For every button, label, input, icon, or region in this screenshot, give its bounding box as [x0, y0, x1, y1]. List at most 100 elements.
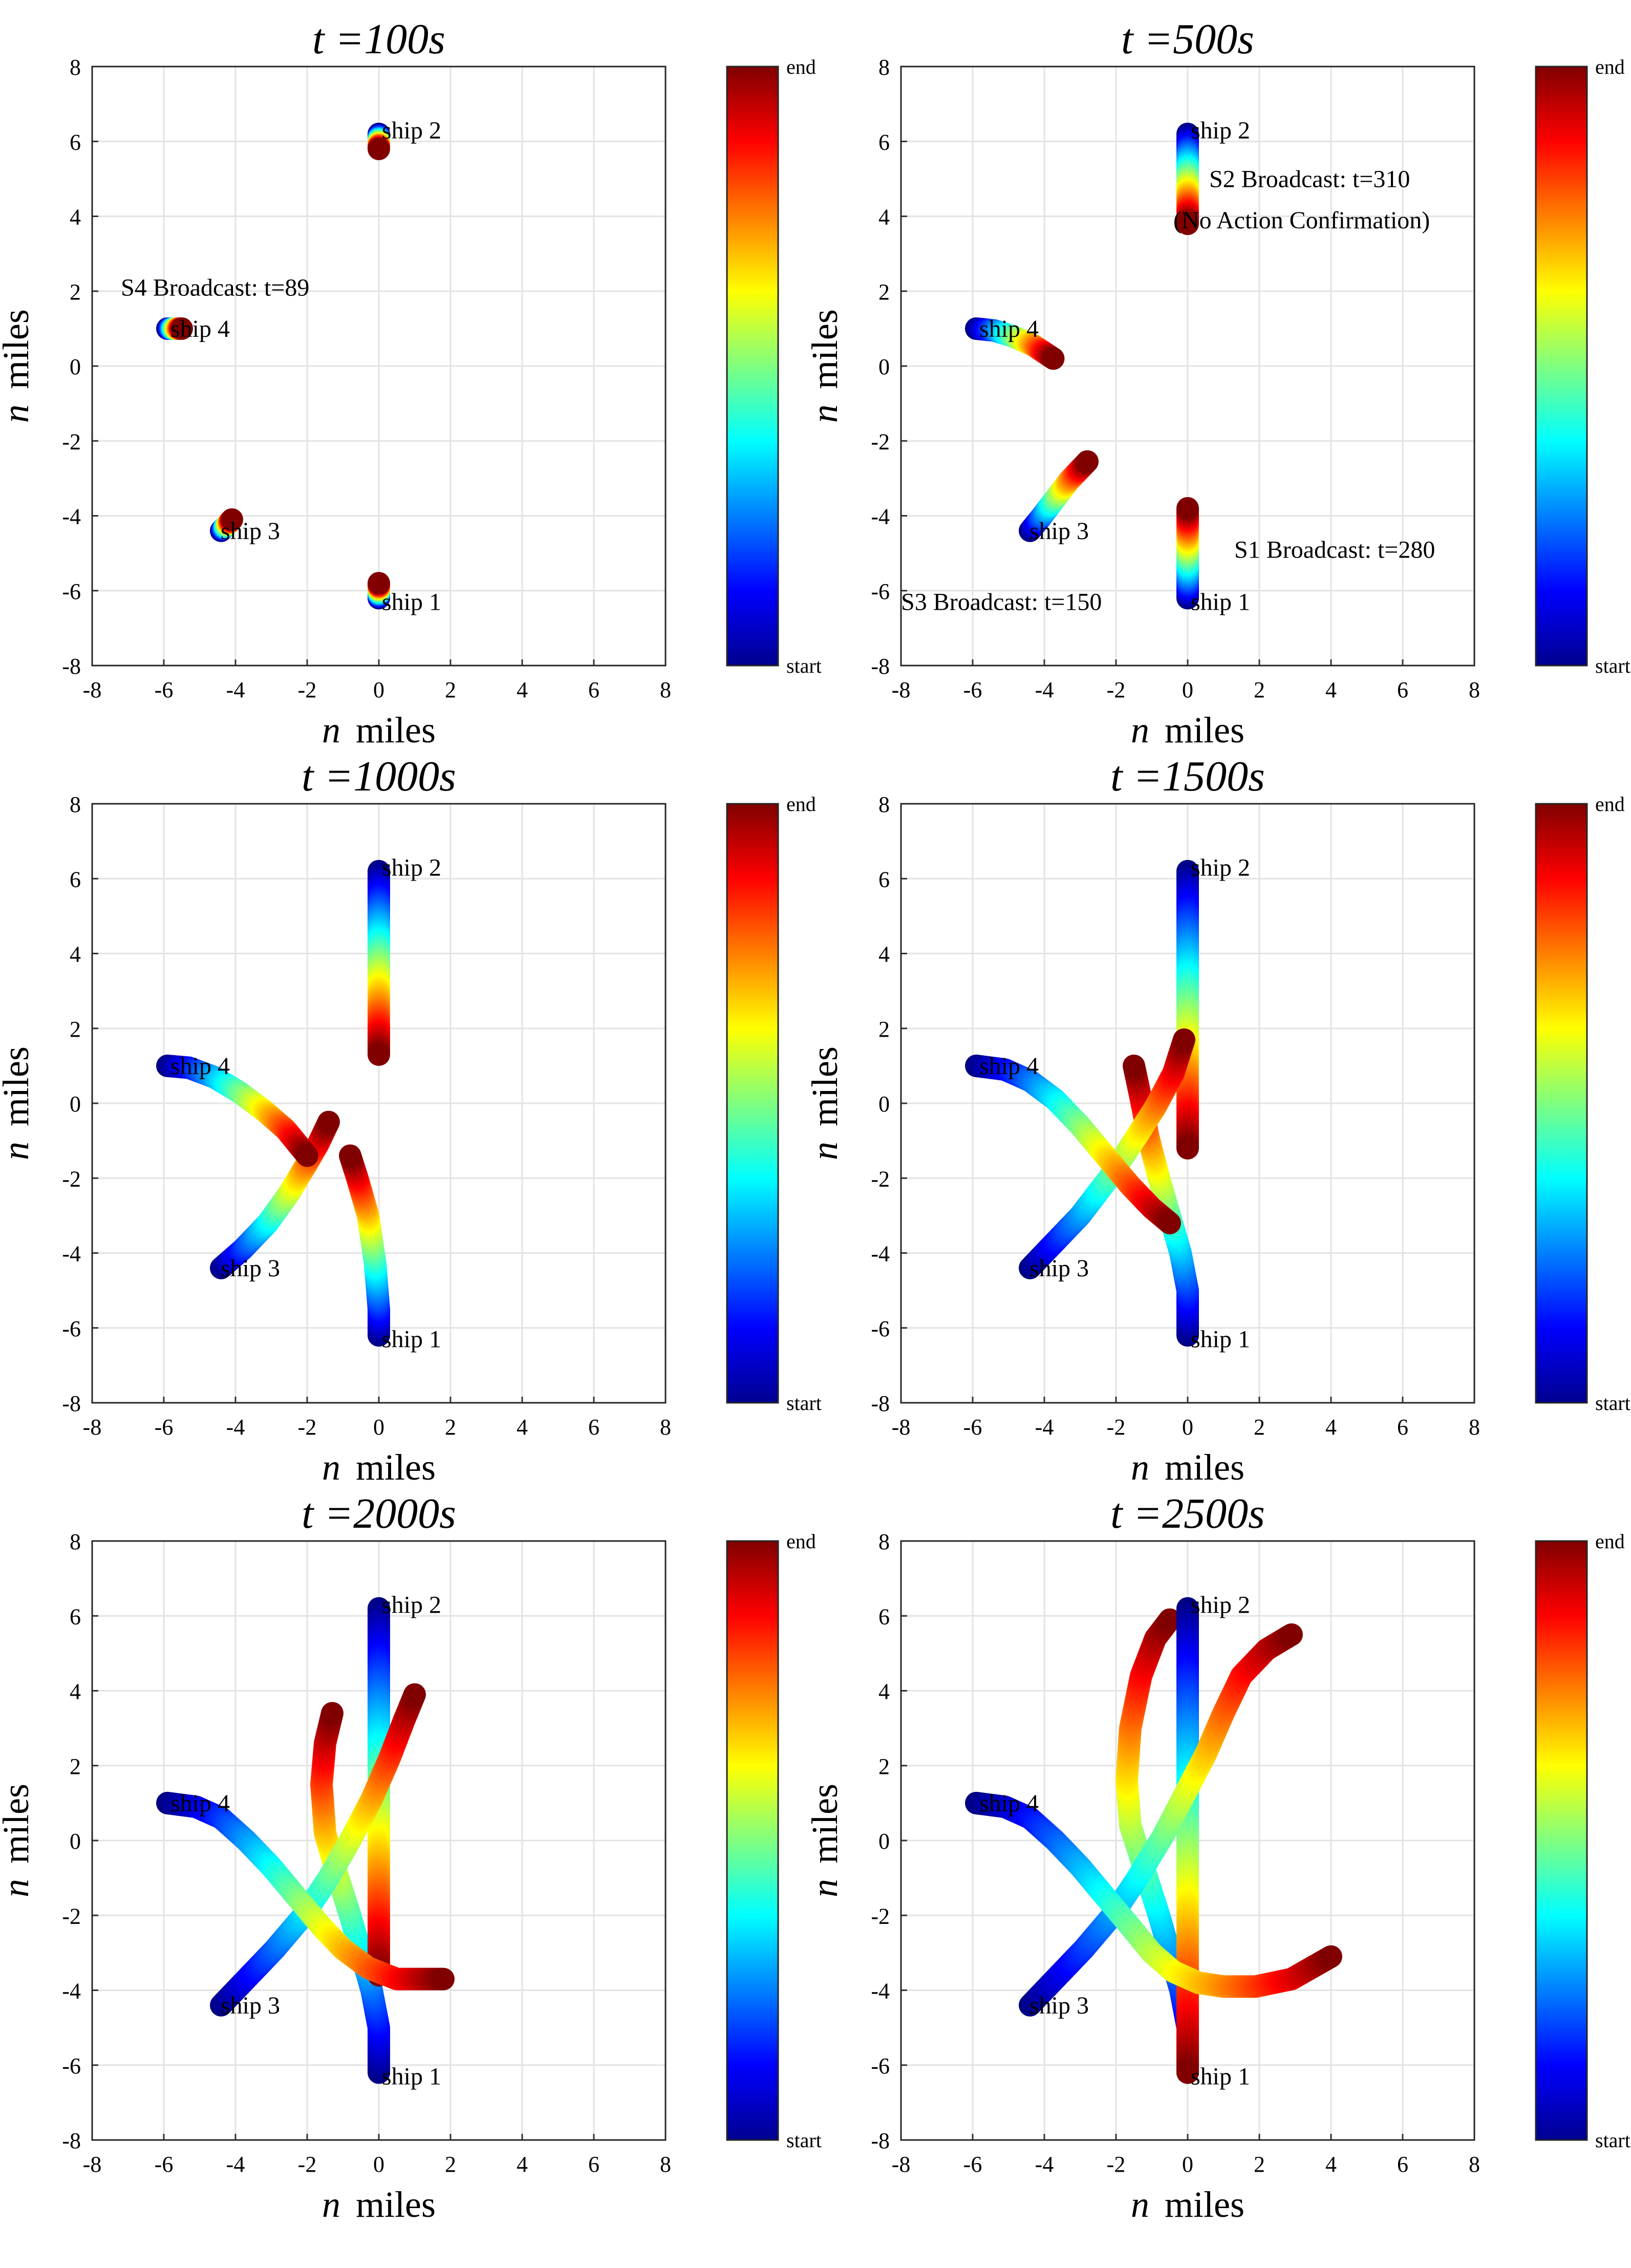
ship-label: ship 3 [1029, 1255, 1089, 1282]
x-tick-label: -4 [226, 677, 245, 702]
axes-frame [91, 66, 667, 667]
ship-label: ship 2 [1191, 854, 1250, 881]
x-tick-label: 0 [1182, 2152, 1193, 2177]
broadcast-annotation: S1 Broadcast: t=280 [1234, 536, 1435, 563]
y-tick-label: -4 [62, 1242, 81, 1267]
x-tick-label: 2 [445, 2152, 456, 2177]
x-tick-label: -2 [1107, 677, 1126, 702]
trajectories [965, 122, 1199, 610]
trajectory-point [368, 1043, 390, 1066]
trajectory-point [1176, 497, 1199, 520]
trajectory-point [1176, 212, 1199, 236]
trajectory-point [403, 1683, 426, 1706]
y-tick-label: 0 [70, 354, 81, 379]
trajectory-ship-2 [368, 122, 390, 160]
y-tick-label: 0 [70, 1829, 81, 1854]
colorbar-start-label: start [786, 2129, 822, 2152]
x-tick-label: -8 [83, 2152, 102, 2177]
subplot-6: t =2500s -8 -6 -4 -2 0 2 4 6 8 8 6 4 2 0 -2 -4 -6 -8 ship 2… [804, 1490, 1630, 2225]
ship-label: ship 2 [382, 854, 441, 881]
y-tick-label: 6 [70, 1604, 81, 1629]
y-tick-label: 2 [878, 1017, 890, 1042]
y-tick-label: -6 [62, 1316, 81, 1341]
colorbar [726, 66, 779, 667]
subplot-5: t =2000s -8 -6 -4 -2 0 2 4 6 8 8 6 4 2 0 -2 -4 -6 -8 ship 2… [0, 1490, 822, 2225]
x-tick-label: 6 [588, 1415, 599, 1440]
y-tick-label: -6 [871, 1316, 890, 1341]
axes-frame [91, 1540, 667, 2141]
x-tick-label: 4 [517, 677, 528, 702]
ship-label: ship 3 [1029, 1992, 1089, 2019]
x-tick-label: 2 [445, 1415, 456, 1440]
y-tick-label: 0 [878, 354, 890, 379]
y-tick-label: 0 [878, 1829, 890, 1854]
subplot-1: t =100s -8 -6 -4 -2 0 2 4 6 8 8 6 4 2 0 -2 -4 -6 -8 ship 2 s… [0, 15, 822, 751]
y-tick-label: -2 [871, 429, 890, 454]
y-tick-label: -2 [871, 1903, 890, 1929]
trajectory-point [1176, 1137, 1199, 1160]
trajectory-ship-4 [965, 317, 1065, 370]
y-tick-label: 4 [70, 942, 81, 967]
axes-frame [900, 1540, 1475, 2141]
x-tick-label: -8 [892, 2152, 911, 2177]
x-tick-label: -2 [298, 2152, 317, 2177]
x-tick-label: -6 [963, 2152, 982, 2177]
x-tick-label: -6 [155, 2152, 174, 2177]
x-tick-label: 4 [517, 1415, 528, 1440]
y-tick-label: 2 [878, 1754, 890, 1779]
ship-label: ship 4 [170, 1053, 230, 1080]
y-tick-label: 8 [70, 1529, 81, 1554]
broadcast-annotation: S2 Broadcast: t=310 [1209, 165, 1410, 192]
x-axis-label: n miles [1131, 2184, 1244, 2225]
x-tick-label: 4 [1325, 2152, 1337, 2177]
x-tick-label: 2 [1254, 677, 1265, 702]
y-tick-label: -2 [871, 1166, 890, 1191]
subplot-title: t =2500s [1110, 1490, 1265, 1537]
x-tick-label: -2 [1107, 1415, 1126, 1440]
y-tick-label: 2 [878, 280, 890, 305]
colorbar-start-label: start [786, 1392, 822, 1415]
broadcast-annotation: S4 Broadcast: t=89 [121, 274, 309, 301]
trajectory-ship-2 [1176, 860, 1199, 1160]
subplot-title: t =1500s [1110, 753, 1265, 800]
trajectories [965, 1597, 1342, 2084]
y-tick-label: -8 [871, 654, 890, 679]
x-axis-label: n miles [322, 710, 436, 751]
x-tick-label: 8 [660, 677, 671, 702]
colorbar [726, 803, 779, 1404]
x-tick-label: 6 [588, 2152, 599, 2177]
x-axis-label: n miles [322, 2184, 436, 2225]
trajectory-point [1042, 347, 1065, 370]
ship-label: ship 2 [382, 117, 441, 144]
axes-frame [900, 66, 1475, 667]
y-axis-label: nmiles [804, 1784, 845, 1897]
y-axis-label: nmiles [0, 309, 36, 423]
colorbar-end-label: end [786, 793, 816, 816]
x-tick-label: 0 [373, 2152, 384, 2177]
ship-label: ship 3 [221, 1255, 280, 1282]
subplot-2: t =500s -8 -6 -4 -2 0 2 4 6 8 8 6 4 2 0 -2 -4 -6 -8 ship 2 s… [804, 15, 1630, 751]
ship-label: ship 4 [979, 1053, 1039, 1080]
x-tick-label: 8 [1469, 1415, 1480, 1440]
y-tick-label: 4 [878, 205, 890, 230]
y-tick-label: 4 [70, 1679, 81, 1704]
y-axis-label: nmiles [804, 309, 845, 423]
ship-label: ship 2 [1191, 117, 1250, 144]
y-tick-label: 2 [70, 1017, 81, 1042]
trajectory-point [339, 1144, 361, 1167]
trajectory-point [170, 317, 193, 340]
x-tick-label: 6 [1397, 1415, 1408, 1440]
trajectory-point [1123, 1054, 1145, 1077]
y-tick-label: -8 [62, 2128, 81, 2153]
y-tick-label: -8 [871, 1391, 890, 1416]
trajectories [156, 122, 390, 610]
x-tick-label: 6 [1397, 677, 1408, 702]
x-tick-label: -8 [83, 1415, 102, 1440]
subplot-title: t =2000s [302, 1490, 456, 1537]
trajectory-point [1173, 1028, 1195, 1051]
trajectory-ship-1 [339, 1144, 390, 1347]
trajectory-point [1158, 1212, 1181, 1234]
y-axis-label: nmiles [804, 1046, 845, 1160]
y-tick-label: -4 [871, 504, 890, 529]
